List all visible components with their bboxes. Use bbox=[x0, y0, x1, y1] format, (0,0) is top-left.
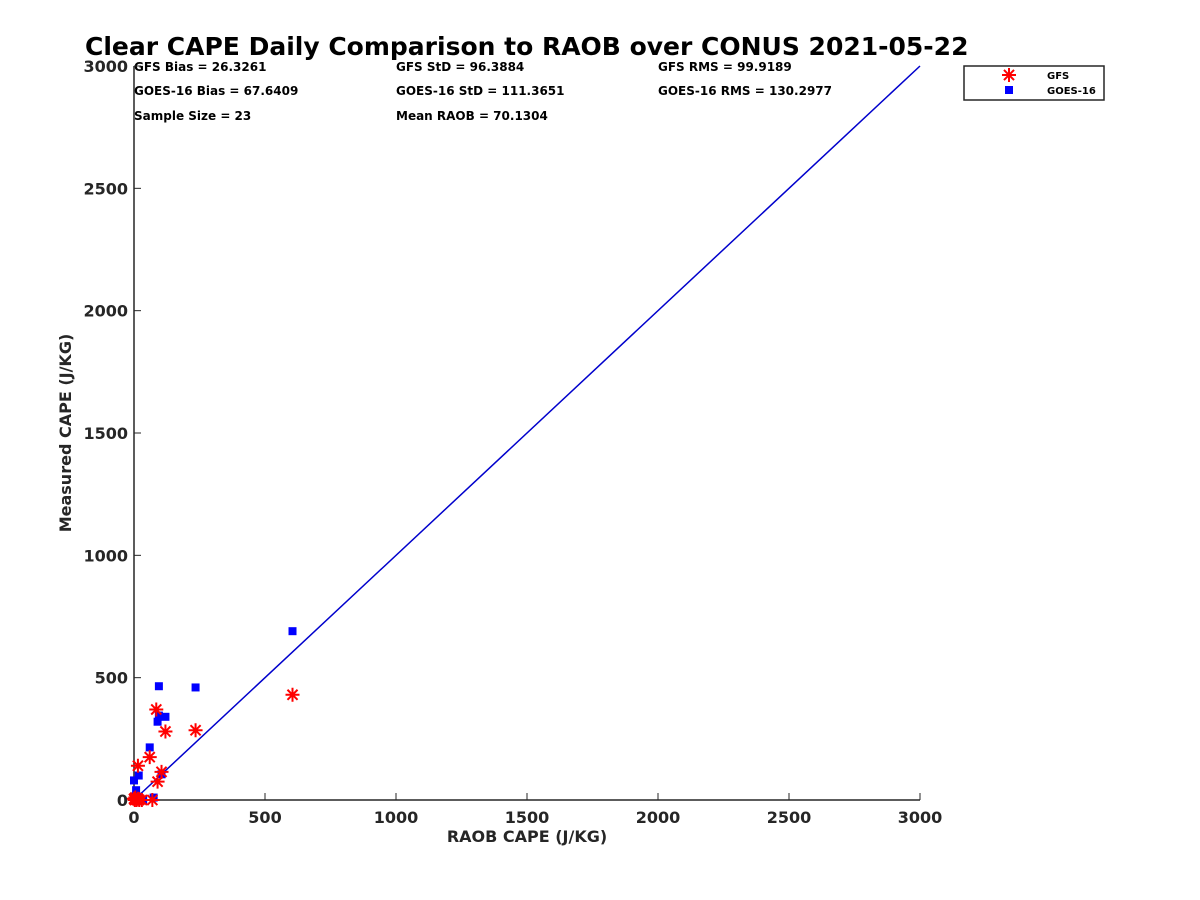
goes-16-point bbox=[154, 711, 163, 720]
stat-gfs-rms: GFS RMS = 99.9189 bbox=[658, 60, 792, 74]
legend-gfs-asterisk bbox=[1002, 68, 1016, 82]
stat-goes-rms: GOES-16 RMS = 130.2977 bbox=[658, 84, 832, 98]
gfs-point bbox=[130, 758, 145, 773]
stat-gfs-bias: GFS Bias = 26.3261 bbox=[134, 60, 266, 74]
x-tick-label: 2000 bbox=[636, 808, 681, 827]
y-tick-label: 1500 bbox=[83, 424, 128, 443]
gfs-point bbox=[134, 793, 149, 807]
series-gfs bbox=[127, 687, 300, 807]
legend-gfs-label: GFS bbox=[1047, 71, 1069, 82]
x-axis-label: RAOB CAPE (J/KG) bbox=[447, 827, 607, 846]
goes-16-point bbox=[191, 683, 200, 692]
goes-16-point bbox=[130, 776, 138, 785]
gfs-point bbox=[150, 774, 165, 789]
legend-goes-label: GOES-16 bbox=[1047, 86, 1096, 97]
series-group bbox=[127, 627, 300, 807]
stat-goes-std: GOES-16 StD = 111.3651 bbox=[396, 84, 565, 98]
y-tick-label: 3000 bbox=[83, 57, 128, 76]
legend: GFS GOES-16 bbox=[963, 65, 1105, 101]
x-tick-label: 500 bbox=[248, 808, 281, 827]
gfs-point bbox=[154, 764, 169, 779]
goes-16-point bbox=[154, 682, 163, 691]
gfs-point bbox=[158, 724, 173, 739]
reference-line-group bbox=[133, 65, 921, 801]
y-tick-label: 2500 bbox=[83, 179, 128, 198]
stat-mean-raob: Mean RAOB = 70.1304 bbox=[396, 109, 548, 123]
legend-goes-marker bbox=[1005, 86, 1013, 94]
stat-goes-bias: GOES-16 Bias = 67.6409 bbox=[134, 84, 298, 98]
x-tick-label: 1500 bbox=[505, 808, 550, 827]
gfs-point bbox=[145, 793, 160, 807]
axes: 0 500 1000 1500 2000 2500 3000 0 500 1000 1500 2000… bbox=[83, 57, 942, 827]
stats-block: GFS Bias = 26.3261 GFS StD = 96.3884 GFS… bbox=[134, 60, 832, 123]
y-tick-label: 0 bbox=[117, 791, 128, 810]
legend-gfs-marker bbox=[1002, 68, 1016, 82]
goes-16-point bbox=[132, 786, 141, 795]
stat-sample-size: Sample Size = 23 bbox=[134, 109, 251, 123]
x-tick-label: 3000 bbox=[898, 808, 943, 827]
gfs-point bbox=[149, 702, 164, 717]
chart-title: Clear CAPE Daily Comparison to RAOB over… bbox=[85, 32, 968, 61]
y-axis-label: Measured CAPE (J/KG) bbox=[56, 334, 75, 533]
goes-16-point bbox=[145, 743, 154, 752]
x-tick-label: 0 bbox=[128, 808, 139, 827]
x-tick-label: 2500 bbox=[767, 808, 812, 827]
y-tick-label: 2000 bbox=[83, 302, 128, 321]
goes-16-point bbox=[288, 627, 297, 636]
goes-16-point bbox=[161, 712, 170, 721]
y-tick-label: 1000 bbox=[83, 546, 128, 565]
series-goes-16 bbox=[130, 627, 297, 804]
stat-gfs-std: GFS StD = 96.3884 bbox=[396, 60, 524, 74]
legend-box bbox=[963, 65, 1105, 101]
goes-16-point bbox=[153, 717, 162, 726]
goes-16-point bbox=[134, 771, 143, 780]
one-to-one-line bbox=[133, 65, 921, 801]
gfs-point bbox=[285, 687, 300, 702]
x-tick-label: 1000 bbox=[374, 808, 419, 827]
y-tick-label: 500 bbox=[95, 669, 128, 688]
gfs-point bbox=[142, 750, 157, 765]
gfs-point bbox=[188, 723, 203, 738]
